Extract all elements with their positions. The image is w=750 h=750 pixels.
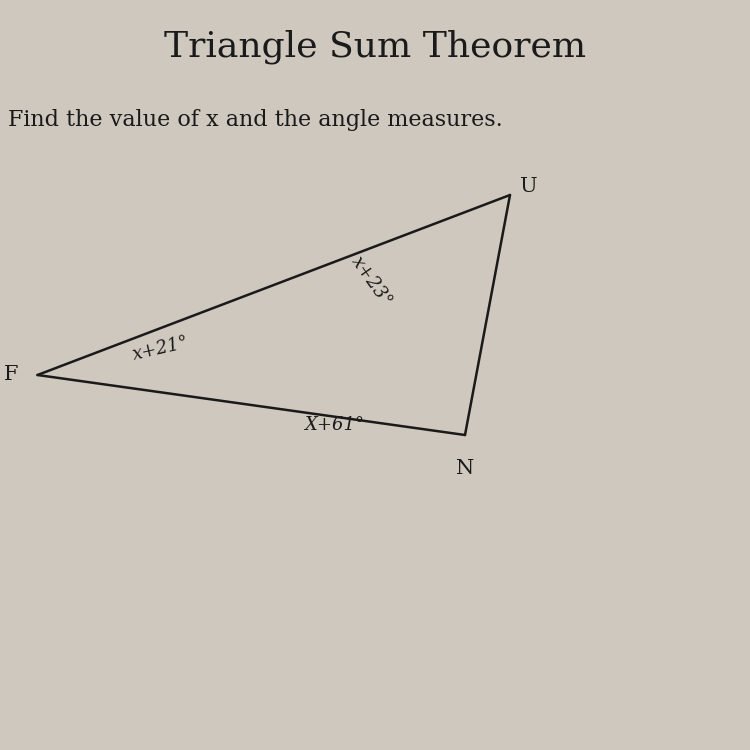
Text: X+61°: X+61° bbox=[304, 416, 364, 434]
Text: N: N bbox=[456, 459, 474, 478]
Text: F: F bbox=[4, 365, 19, 385]
Text: x+23°: x+23° bbox=[347, 253, 395, 310]
Text: Triangle Sum Theorem: Triangle Sum Theorem bbox=[164, 30, 586, 64]
Text: U: U bbox=[520, 176, 538, 196]
Text: x+21°: x+21° bbox=[131, 333, 191, 364]
Text: Find the value of x and the angle measures.: Find the value of x and the angle measur… bbox=[8, 109, 502, 130]
